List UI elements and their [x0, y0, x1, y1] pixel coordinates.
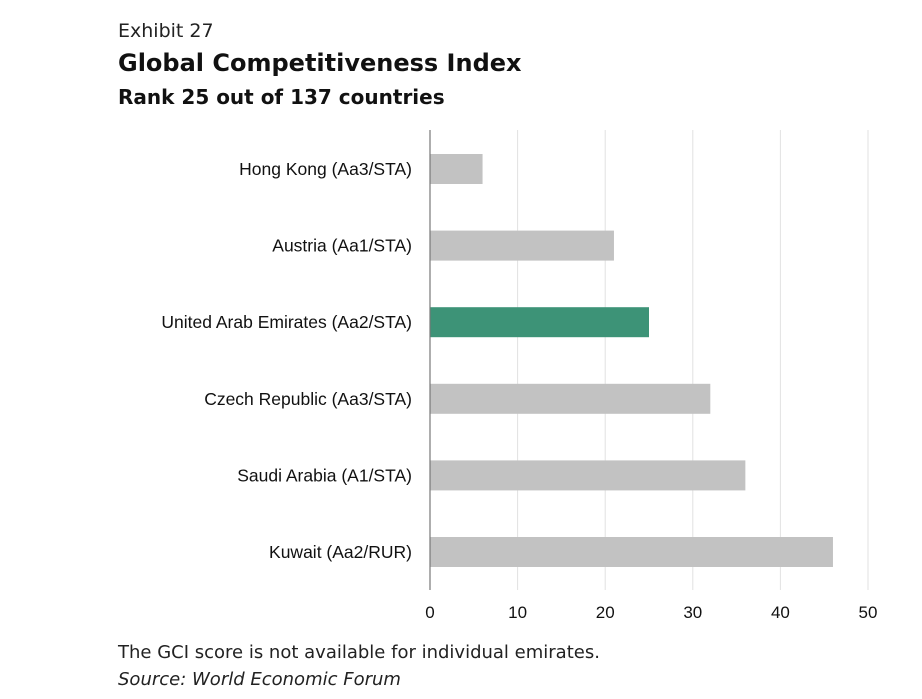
- x-tick-label-40: 40: [771, 603, 790, 622]
- category-label-2: United Arab Emirates (Aa2/STA): [161, 312, 412, 332]
- bar-chart: Hong Kong (Aa3/STA) Austria (Aa1/STA) Unit…: [161, 130, 878, 622]
- bar-0: [430, 154, 483, 184]
- category-label-5: Kuwait (Aa2/RUR): [269, 542, 412, 562]
- category-label-4: Saudi Arabia (A1/STA): [237, 465, 412, 485]
- x-tick-label-10: 10: [508, 603, 527, 622]
- chart-subtitle: Rank 25 out of 137 countries: [118, 85, 445, 109]
- source-note: Source: World Economic Forum: [118, 669, 401, 690]
- category-label-1: Austria (Aa1/STA): [272, 236, 412, 256]
- bar-3: [430, 383, 711, 414]
- footnote: The GCI score is not available for indiv…: [118, 642, 600, 663]
- category-label-0: Hong Kong (Aa3/STA): [239, 159, 412, 179]
- x-tick-label-30: 30: [683, 603, 702, 622]
- x-tick-label-20: 20: [596, 603, 615, 622]
- bar-2: [430, 307, 649, 338]
- chart-title: Global Competitiveness Index: [118, 49, 522, 77]
- bar-4: [430, 460, 746, 491]
- category-label-3: Czech Republic (Aa3/STA): [204, 389, 412, 409]
- x-tick-label-0: 0: [425, 603, 434, 622]
- x-tick-label-50: 50: [859, 603, 878, 622]
- exhibit-label: Exhibit 27: [118, 20, 214, 42]
- bar-5: [430, 537, 833, 567]
- bar-1: [430, 230, 614, 261]
